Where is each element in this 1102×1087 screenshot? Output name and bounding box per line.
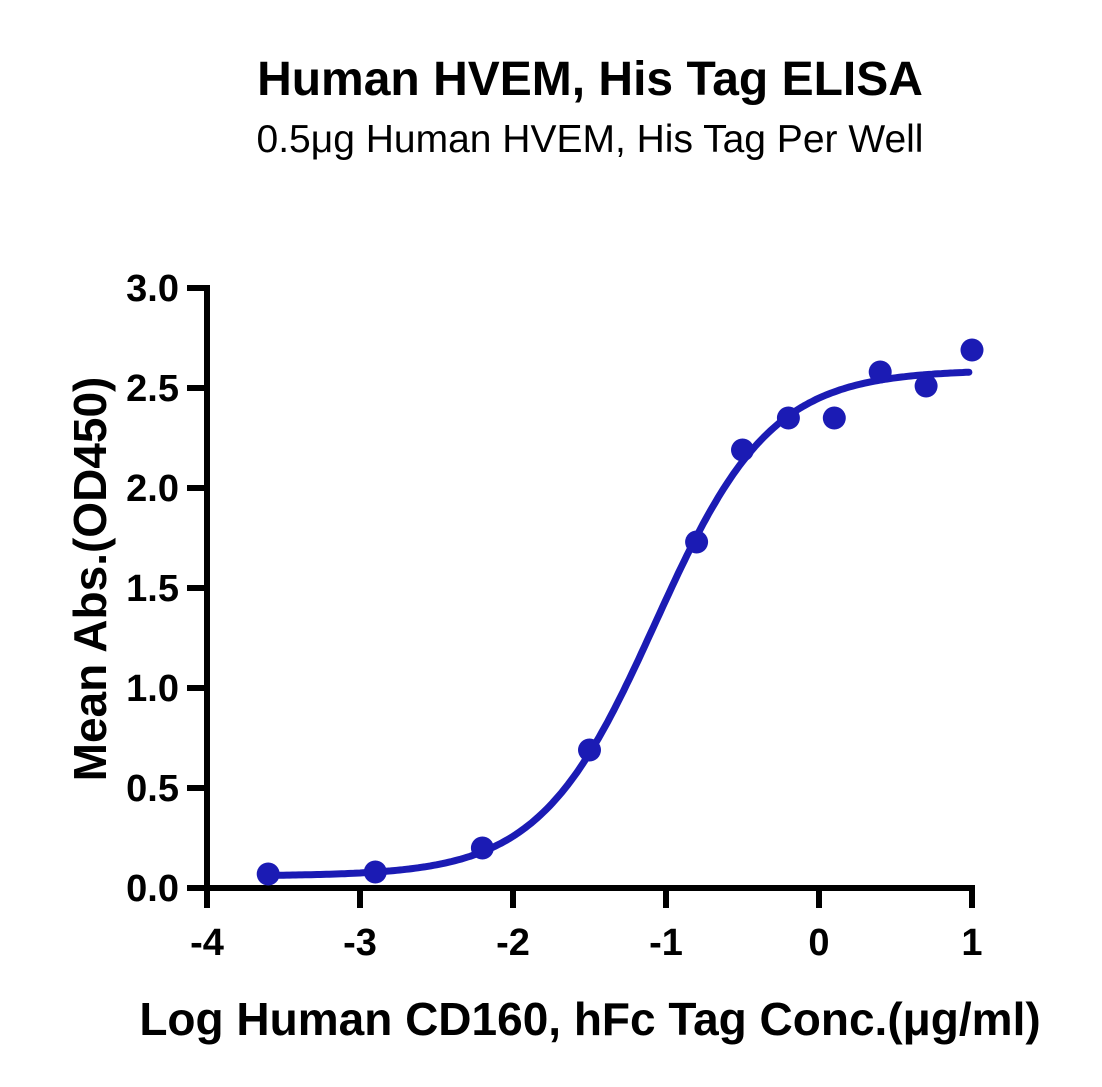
data-point xyxy=(822,406,846,430)
x-tick-label: -4 xyxy=(190,922,224,964)
data-point xyxy=(685,530,709,554)
data-point xyxy=(731,438,754,462)
y-tick-label: 0.5 xyxy=(126,768,179,810)
y-tick-label: 2.5 xyxy=(126,368,179,410)
y-tick-label: 1.5 xyxy=(126,568,179,610)
x-tick-label: -1 xyxy=(649,922,683,964)
data-point xyxy=(960,338,984,362)
x-tick-label: 1 xyxy=(961,922,982,964)
data-point xyxy=(363,860,387,884)
chart-subtitle: 0.5μg Human HVEM, His Tag Per Well xyxy=(256,118,924,161)
fit-curve xyxy=(261,368,973,879)
data-point xyxy=(470,836,494,860)
data-point xyxy=(578,738,601,762)
y-tick-label: 1.0 xyxy=(126,668,179,710)
data-point xyxy=(868,360,892,384)
x-axis-label: Log Human CD160, hFc Tag Conc.(μg/ml) xyxy=(139,993,1041,1045)
y-tick-label: 2.0 xyxy=(126,468,179,510)
x-tick-label: 0 xyxy=(808,922,829,964)
data-point xyxy=(256,862,280,886)
chart-title: Human HVEM, His Tag ELISA xyxy=(257,53,923,106)
x-tick-label: -2 xyxy=(496,922,530,964)
data-point xyxy=(914,374,938,398)
data-point xyxy=(776,406,800,430)
x-tick-label: -3 xyxy=(343,922,377,964)
y-tick-label: 3.0 xyxy=(126,268,179,310)
y-tick-label: 0.0 xyxy=(126,868,179,910)
